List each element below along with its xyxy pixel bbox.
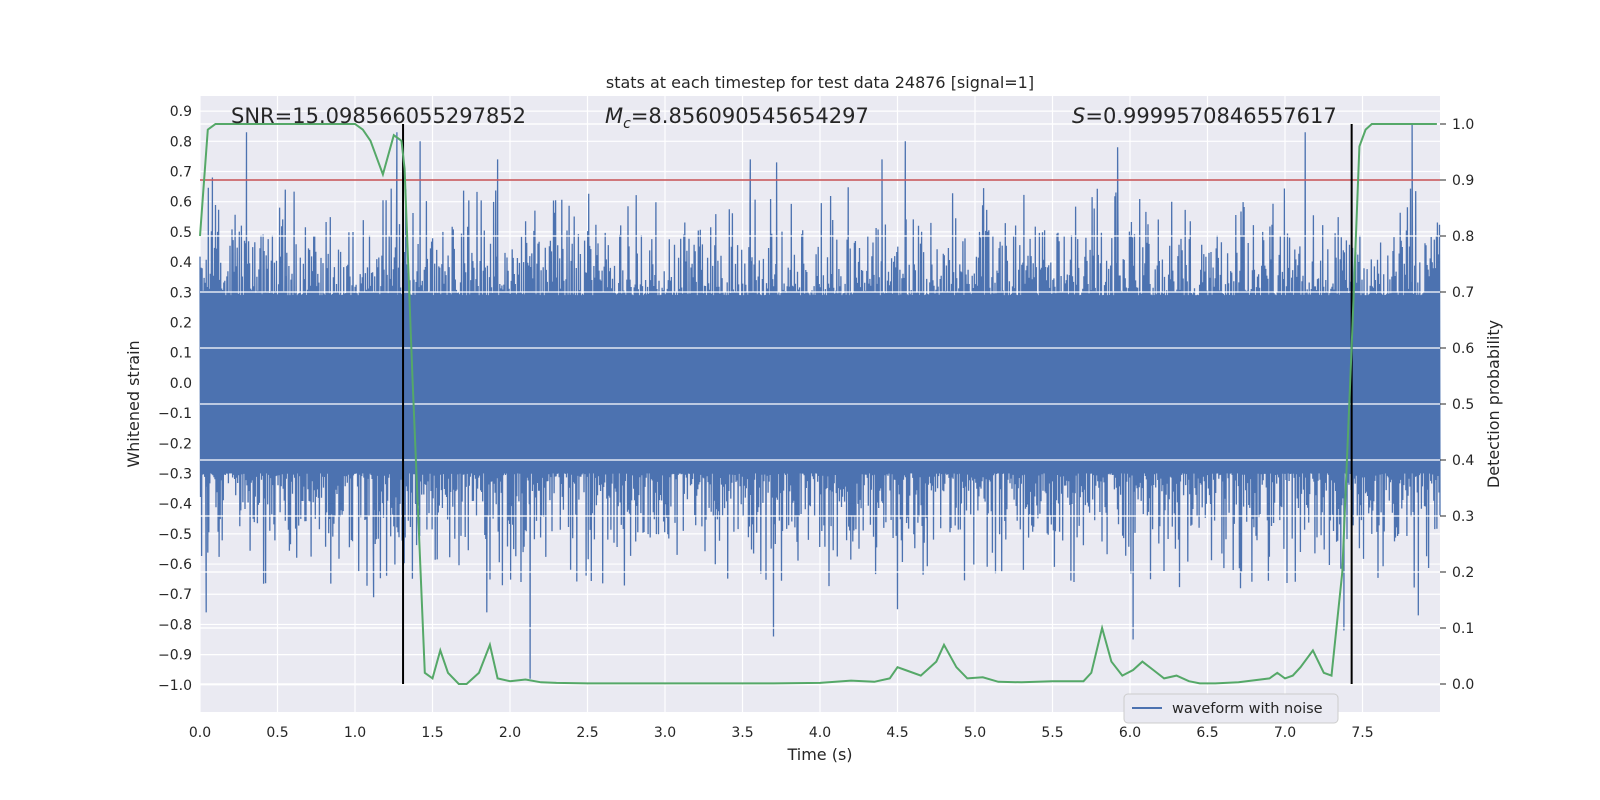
left-tick-label: 0.4 [170, 255, 192, 271]
x-axis-ticks: 0.0 0.5 1.0 1.5 2.0 2.5 3.0 3.5 4.0 4.5 5.0 5.5 6.0 6… [189, 725, 1374, 741]
left-tick-label: −0.5 [158, 527, 192, 543]
probability-line [199, 123, 1437, 685]
right-tick-label: 0.1 [1452, 621, 1474, 637]
left-axis-ticks: 0.9 0.8 0.7 0.6 0.5 0.4 0.3 0.2 0.1 0.0 −0.1 −0.2 −0… [158, 104, 192, 694]
legend-box [1123, 693, 1339, 724]
left-tick-label: −0.8 [158, 617, 192, 633]
right-tick-label: 0.2 [1452, 565, 1474, 581]
right-tick-label: 0.9 [1452, 173, 1474, 189]
chirp-mass-subscript: c [623, 116, 631, 132]
legend-label: waveform with noise [1172, 701, 1323, 717]
left-tick-label: −0.4 [158, 497, 192, 513]
legend: waveform with noise [1123, 693, 1339, 724]
s-symbol: S [1072, 104, 1085, 128]
chirp-mass-symbol: M [605, 104, 623, 128]
waveform-core-band [200, 295, 1440, 474]
x-tick-label: 5.5 [1041, 725, 1063, 741]
probability-series [199, 123, 1437, 685]
left-tick-label: 0.7 [170, 164, 192, 180]
left-tick-label: −0.3 [158, 466, 192, 482]
left-tick-label: 0.6 [170, 195, 192, 211]
right-tick-label: 0.0 [1452, 677, 1474, 693]
x-tick-label: 7.5 [1351, 725, 1373, 741]
s-value: =0.9999570846557617 [1085, 104, 1336, 128]
right-tick-label: 0.4 [1452, 453, 1474, 469]
x-tick-label: 2.0 [499, 725, 521, 741]
x-tick-label: 4.0 [809, 725, 831, 741]
left-tick-label: 0.0 [170, 376, 192, 392]
right-tick-label: 0.7 [1452, 285, 1474, 301]
right-axis-ticks: 1.0 0.9 0.8 0.7 0.6 0.5 0.4 0.3 0.2 0.1 0.0 [1440, 117, 1474, 693]
right-tick-label: 0.3 [1452, 509, 1474, 525]
x-tick-label: 2.5 [576, 725, 598, 741]
snr-annotation: SNR=15.098566055297852 [231, 104, 526, 128]
left-tick-label: 0.3 [170, 285, 192, 301]
overlay-lines [200, 124, 1440, 684]
x-tick-label: 7.0 [1274, 725, 1296, 741]
chart-title: stats at each timestep for test data 248… [606, 73, 1034, 92]
x-tick-label: 6.5 [1196, 725, 1218, 741]
right-axis-label: Detection probability [1484, 320, 1503, 488]
x-tick-label: 6.0 [1119, 725, 1141, 741]
x-tick-label: 0.5 [266, 725, 288, 741]
chirp-mass-annotation: Mc=8.856090545654297 [605, 104, 869, 132]
left-tick-label: −0.9 [158, 648, 192, 664]
left-axis-label: Whitened strain [124, 340, 143, 467]
left-tick-label: −0.6 [158, 557, 192, 573]
left-tick-label: 0.2 [170, 315, 192, 331]
left-tick-label: 0.1 [170, 346, 192, 362]
right-tick-label: 0.6 [1452, 341, 1474, 357]
left-tick-label: −1.0 [158, 678, 192, 694]
right-tick-label: 1.0 [1452, 117, 1474, 133]
x-tick-label: 1.5 [421, 725, 443, 741]
left-tick-label: 0.5 [170, 225, 192, 241]
x-tick-label: 4.5 [886, 725, 908, 741]
s-annotation: S=0.9999570846557617 [1072, 104, 1337, 128]
right-tick-label: 0.5 [1452, 397, 1474, 413]
left-tick-label: −0.7 [158, 587, 192, 603]
x-axis-label: Time (s) [786, 745, 852, 764]
left-tick-label: 0.8 [170, 134, 192, 150]
x-tick-label: 3.5 [731, 725, 753, 741]
x-tick-label: 1.0 [344, 725, 366, 741]
left-tick-label: 0.9 [170, 104, 192, 120]
x-tick-label: 3.0 [654, 725, 676, 741]
chirp-mass-value: =8.856090545654297 [631, 104, 869, 128]
left-tick-label: −0.2 [158, 436, 192, 452]
x-tick-label: 5.0 [964, 725, 986, 741]
left-tick-label: −0.1 [158, 406, 192, 422]
x-tick-label: 0.0 [189, 725, 211, 741]
right-tick-label: 0.8 [1452, 229, 1474, 245]
waveform-series [199, 123, 1441, 685]
